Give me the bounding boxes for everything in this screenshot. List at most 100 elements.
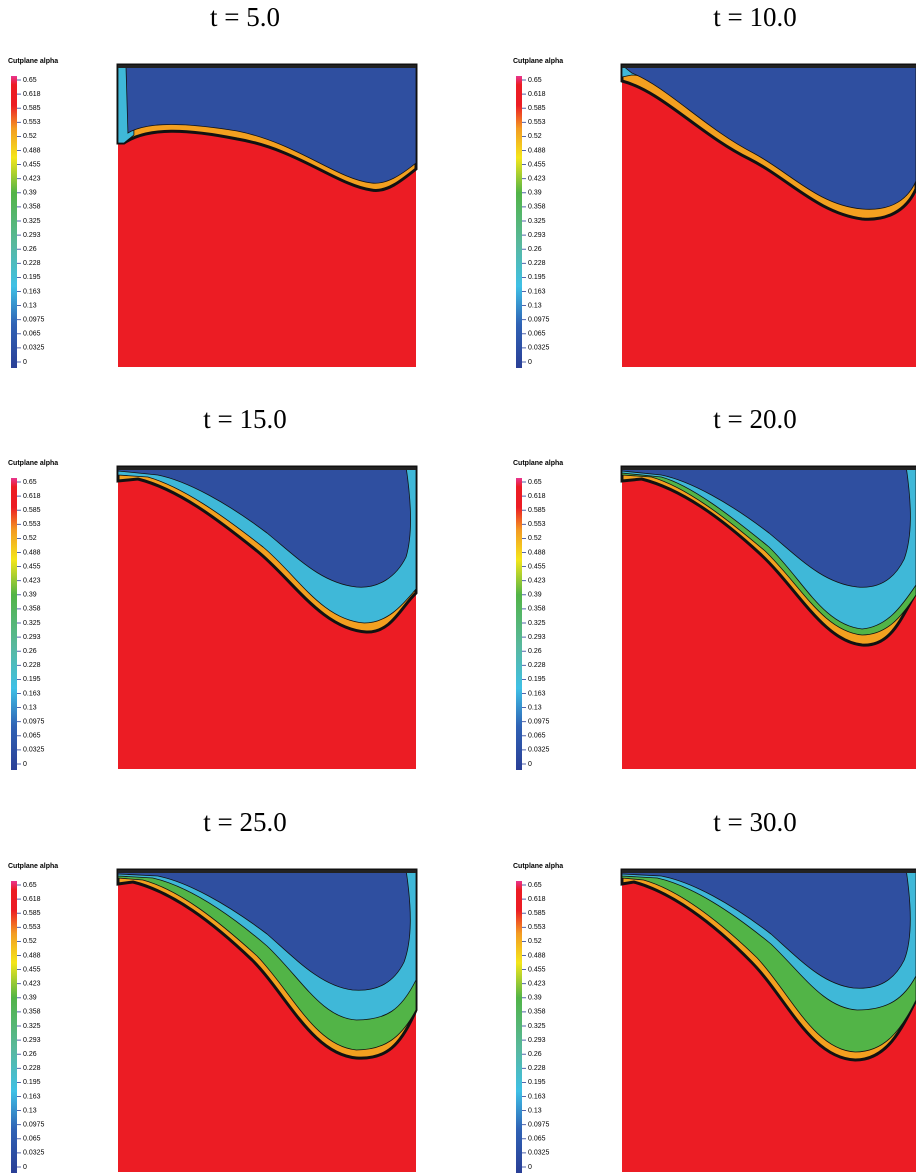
colorbar-tick-label: 0.553: [528, 521, 546, 528]
colorbar-tick-label: 0.26: [23, 1051, 37, 1058]
colorbar-tick-label: 0: [528, 1164, 532, 1171]
colorbar-tick-label: 0.488: [23, 952, 41, 959]
colorbar-tick-label: 0.13: [528, 302, 542, 309]
colorbar-tick-label: 0.423: [23, 176, 41, 183]
colorbar-tick-label: 0.455: [528, 161, 546, 168]
colorbar-tick-label: 0.39: [23, 592, 37, 599]
colorbar-tick-label: 0.553: [528, 924, 546, 931]
colorbar-tick-label: 0.455: [528, 563, 546, 570]
colorbar-tick-label: 0.065: [528, 733, 546, 740]
colorbar-tick-label: 0.325: [23, 218, 41, 225]
colorbar-tick-label: 0.358: [528, 606, 546, 613]
colorbar-tick-label: 0.195: [23, 274, 41, 281]
colorbar-tick-label: 0.163: [23, 1093, 41, 1100]
colorbar-tick-label: 0.358: [23, 204, 41, 211]
colorbar-title: Cutplane alpha: [8, 460, 58, 467]
colorbar-tick-label: 0.455: [528, 966, 546, 973]
top-edge: [622, 65, 916, 68]
panel-title: t = 5.0: [210, 2, 280, 32]
colorbar-tick-label: 0: [23, 761, 27, 768]
colorbar-tick-label: 0.39: [528, 592, 542, 599]
colorbar-tick-label: 0.585: [23, 507, 41, 514]
colorbar-tick-label: 0.325: [23, 1023, 41, 1030]
empty-region: [620, 64, 916, 210]
colorbar-tick-label: 0.455: [23, 966, 41, 973]
colorbar-tick-label: 0.358: [528, 1009, 546, 1016]
colorbar-tick-label: 0.553: [23, 521, 41, 528]
colorbar-tick-label: 0.228: [23, 1065, 41, 1072]
colorbar-tick-label: 0.293: [528, 1037, 546, 1044]
colorbar-tick-label: 0.618: [23, 896, 41, 903]
colorbar-tick-label: 0.325: [528, 218, 546, 225]
contour-field: [116, 63, 418, 367]
colorbar-tick-label: 0.52: [528, 938, 542, 945]
colorbar-tick-label: 0.13: [23, 1107, 37, 1114]
colorbar-tick-label: 0.455: [23, 563, 41, 570]
colorbar-tick-label: 0.618: [528, 493, 546, 500]
panel: t = 30.0 Cutplane alpha 0.65 0.618 0.585 0.55…: [513, 807, 916, 1173]
colorbar-tick-label: 0: [23, 359, 27, 366]
panel: t = 5.0 Cutplane alpha 0.65 0.618 0.585 0.553…: [8, 2, 418, 368]
colorbar-tick-label: 0.65: [23, 479, 37, 486]
colorbar-tick-label: 0.65: [23, 77, 37, 84]
contour-field: [116, 465, 418, 769]
colorbar-tick-label: 0.358: [23, 1009, 41, 1016]
colorbar-tick-label: 0.358: [528, 204, 546, 211]
colorbar-tick-label: 0.423: [528, 176, 546, 183]
colorbar-tick-label: 0.26: [23, 246, 37, 253]
colorbar-title: Cutplane alpha: [513, 58, 563, 65]
panel: t = 10.0 Cutplane alpha 0.65 0.618 0.585 0.55…: [513, 2, 916, 368]
top-edge: [622, 870, 916, 873]
colorbar-tick-label: 0.293: [23, 634, 41, 641]
colorbar-tick-label: 0.195: [23, 676, 41, 683]
colorbar-tick-label: 0.0325: [528, 1150, 550, 1157]
colorbar: [11, 76, 17, 368]
panel-title: t = 10.0: [713, 2, 796, 32]
colorbar-tick-label: 0.13: [23, 704, 37, 711]
colorbar-tick-label: 0.488: [528, 952, 546, 959]
colorbar-tick-label: 0.0325: [528, 747, 550, 754]
empty-region: [621, 869, 911, 989]
colorbar-tick-label: 0.0325: [528, 345, 550, 352]
colorbar-tick-label: 0.26: [528, 648, 542, 655]
colorbar-tick-label: 0.423: [528, 981, 546, 988]
colorbar-tick-label: 0.488: [528, 147, 546, 154]
colorbar: [516, 478, 522, 770]
colorbar-tick-label: 0.52: [23, 938, 37, 945]
panel-title: t = 30.0: [713, 807, 796, 837]
empty-region: [621, 466, 911, 588]
colorbar-title: Cutplane alpha: [8, 58, 58, 65]
colorbar-tick-label: 0.553: [23, 119, 41, 126]
colorbar-tick-label: 0.195: [528, 676, 546, 683]
panel: t = 25.0 Cutplane alpha 0.65 0.618 0.585 0.55…: [8, 807, 418, 1173]
colorbar-tick-label: 0.0325: [23, 747, 45, 754]
colorbar-tick-label: 0.325: [528, 620, 546, 627]
colorbar-tick-label: 0.0325: [23, 1150, 45, 1157]
colorbar-tick-label: 0.585: [23, 105, 41, 112]
colorbar-tick-label: 0.553: [528, 119, 546, 126]
colorbar-tick-label: 0.0975: [23, 1122, 45, 1129]
colorbar-tick-label: 0.585: [528, 105, 546, 112]
colorbar-tick-label: 0.553: [23, 924, 41, 931]
colorbar-tick-label: 0.585: [528, 507, 546, 514]
colorbar-title: Cutplane alpha: [513, 863, 563, 870]
colorbar-tick-label: 0: [23, 1164, 27, 1171]
colorbar-title: Cutplane alpha: [513, 460, 563, 467]
colorbar-tick-label: 0.065: [528, 331, 546, 338]
colorbar-tick-label: 0.13: [528, 704, 542, 711]
colorbar-tick-label: 0: [528, 761, 532, 768]
contour-field: [620, 465, 916, 769]
colorbar-tick-label: 0.65: [528, 882, 542, 889]
contour-field: [620, 868, 916, 1172]
colorbar-tick-label: 0.488: [23, 549, 41, 556]
colorbar-tick-label: 0.195: [528, 1079, 546, 1086]
colorbar-tick-label: 0.065: [23, 331, 41, 338]
colorbar-tick-label: 0.39: [23, 995, 37, 1002]
colorbar-tick-label: 0: [528, 359, 532, 366]
colorbar-tick-label: 0.358: [23, 606, 41, 613]
colorbar-tick-label: 0.39: [528, 995, 542, 1002]
colorbar-tick-label: 0.228: [23, 260, 41, 267]
top-edge: [118, 467, 416, 470]
panel-title: t = 25.0: [203, 807, 286, 837]
